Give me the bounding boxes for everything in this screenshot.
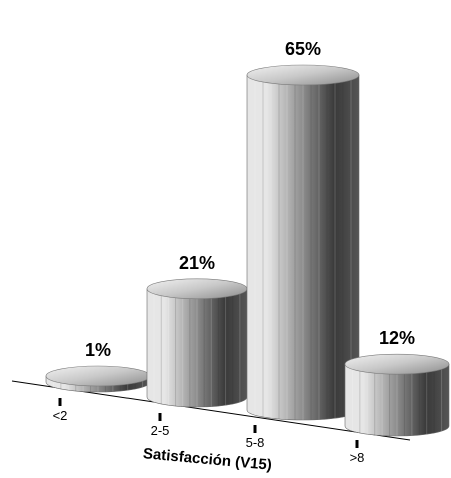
value-label-3: 65% — [285, 39, 321, 59]
value-label-2: 21% — [179, 253, 215, 273]
bar-4 — [344, 353, 450, 437]
bar-top-3 — [246, 64, 360, 86]
labels-layer: 1% 21% 65% 12% — [85, 39, 415, 360]
bar-2 — [146, 278, 248, 408]
bar-1 — [45, 365, 151, 393]
bar-top-1 — [45, 365, 151, 387]
x-tick-label-1: <2 — [53, 408, 68, 423]
x-tick-label-2: 2-5 — [151, 423, 170, 438]
bar-top-4 — [344, 353, 450, 375]
bars-layer — [45, 64, 450, 437]
bar-body-2 — [146, 288, 248, 408]
ticks-layer: <2 2-5 5-8 >8 — [53, 398, 365, 465]
x-tick-label-3: 5-8 — [246, 435, 265, 450]
x-tick-label-4: >8 — [350, 450, 365, 465]
value-label-1: 1% — [85, 340, 111, 360]
bar-body-4 — [344, 363, 450, 437]
value-label-4: 12% — [379, 328, 415, 348]
bar-top-2 — [146, 278, 248, 300]
bar-3 — [246, 64, 360, 421]
